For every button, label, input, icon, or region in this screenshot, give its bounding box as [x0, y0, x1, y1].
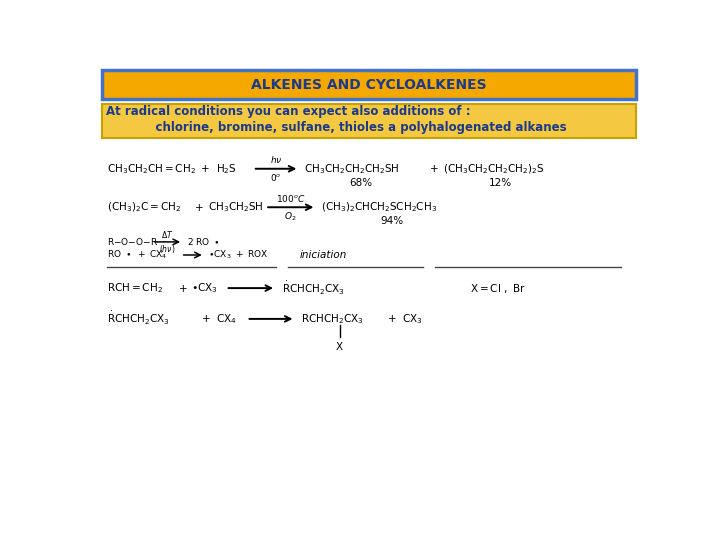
Text: $\mathregular{\bullet CX_3\ +\ ROX}$: $\mathregular{\bullet CX_3\ +\ ROX}$	[208, 249, 269, 261]
Text: $\mathregular{+}$: $\mathregular{+}$	[179, 282, 188, 294]
Text: $\mathregular{\dot{R}CHCH_2CX_3}$: $\mathregular{\dot{R}CHCH_2CX_3}$	[107, 310, 170, 327]
Text: $\mathregular{RCH{=}CH_2}$: $\mathregular{RCH{=}CH_2}$	[107, 281, 163, 295]
FancyBboxPatch shape	[102, 70, 636, 99]
Text: $\mathregular{+}$: $\mathregular{+}$	[200, 163, 210, 174]
Text: $\mathregular{+}$: $\mathregular{+}$	[194, 202, 203, 213]
Text: $\mathregular{\dot{R}CHCH_2CX_3}$: $\mathregular{\dot{R}CHCH_2CX_3}$	[282, 280, 345, 296]
Text: At radical conditions you can expect also additions of :: At radical conditions you can expect als…	[106, 105, 470, 118]
Text: $\mathregular{CH_3CH_2CH{=}CH_2}$: $\mathregular{CH_3CH_2CH{=}CH_2}$	[107, 162, 196, 176]
Text: $\mathregular{2\ RO\ \bullet}$: $\mathregular{2\ RO\ \bullet}$	[187, 237, 220, 247]
Text: $(h\nu)$: $(h\nu)$	[159, 243, 176, 255]
Text: ALKENES AND CYCLOALKENES: ALKENES AND CYCLOALKENES	[251, 78, 487, 92]
Text: $\mathregular{+}$: $\mathregular{+}$	[429, 163, 439, 174]
Text: $\mathregular{CH_3CH_2SH}$: $\mathregular{CH_3CH_2SH}$	[208, 200, 264, 214]
Text: $\mathregular{+}$: $\mathregular{+}$	[202, 313, 211, 325]
Text: $\mathregular{RO\ \bullet\ +\ CX_4}$: $\mathregular{RO\ \bullet\ +\ CX_4}$	[107, 249, 168, 261]
Text: $\mathregular{CX_4}$: $\mathregular{CX_4}$	[215, 312, 236, 326]
Text: $\mathregular{(CH_3)_2CHCH_2SCH_2CH_3}$: $\mathregular{(CH_3)_2CHCH_2SCH_2CH_3}$	[321, 200, 437, 214]
Text: $\mathregular{X = Cl\ ,\ Br}$: $\mathregular{X = Cl\ ,\ Br}$	[469, 281, 526, 295]
Text: $\mathregular{(CH_3CH_2CH_2CH_2)_2S}$: $\mathregular{(CH_3CH_2CH_2CH_2)_2S}$	[443, 162, 544, 176]
Text: $\mathregular{\bullet CX_3}$: $\mathregular{\bullet CX_3}$	[191, 281, 217, 295]
Text: iniciation: iniciation	[300, 250, 346, 260]
Text: $\mathregular{CX_3}$: $\mathregular{CX_3}$	[402, 312, 422, 326]
Text: $\Delta T$: $\Delta T$	[161, 230, 174, 240]
Text: $\mathregular{H_2S}$: $\mathregular{H_2S}$	[215, 162, 236, 176]
Text: $h\nu$: $h\nu$	[270, 154, 282, 165]
Text: 94%: 94%	[381, 216, 404, 226]
Text: $0^o$: $0^o$	[270, 172, 282, 183]
Text: $O_2$: $O_2$	[284, 210, 297, 222]
Text: $\mathregular{(CH_3)_2C{=}CH_2}$: $\mathregular{(CH_3)_2C{=}CH_2}$	[107, 200, 181, 214]
Text: $\mathregular{R\mathrm{-}O\mathrm{-}O\mathrm{-}R}$: $\mathregular{R\mathrm{-}O\mathrm{-}O\ma…	[107, 237, 158, 247]
Text: $\mathregular{RCHCH_2CX_3}$: $\mathregular{RCHCH_2CX_3}$	[301, 312, 364, 326]
Text: $\mathregular{+}$: $\mathregular{+}$	[387, 313, 397, 325]
Text: chlorine, bromine, sulfane, thioles a polyhalogenated alkanes: chlorine, bromine, sulfane, thioles a po…	[106, 120, 566, 134]
Text: $\mathregular{CH_3CH_2CH_2CH_2SH}$: $\mathregular{CH_3CH_2CH_2CH_2SH}$	[304, 162, 400, 176]
Text: X: X	[336, 342, 343, 352]
FancyBboxPatch shape	[102, 104, 636, 138]
Text: 12%: 12%	[489, 178, 513, 187]
Text: $100^oC$: $100^oC$	[276, 192, 305, 204]
Text: 68%: 68%	[350, 178, 373, 187]
